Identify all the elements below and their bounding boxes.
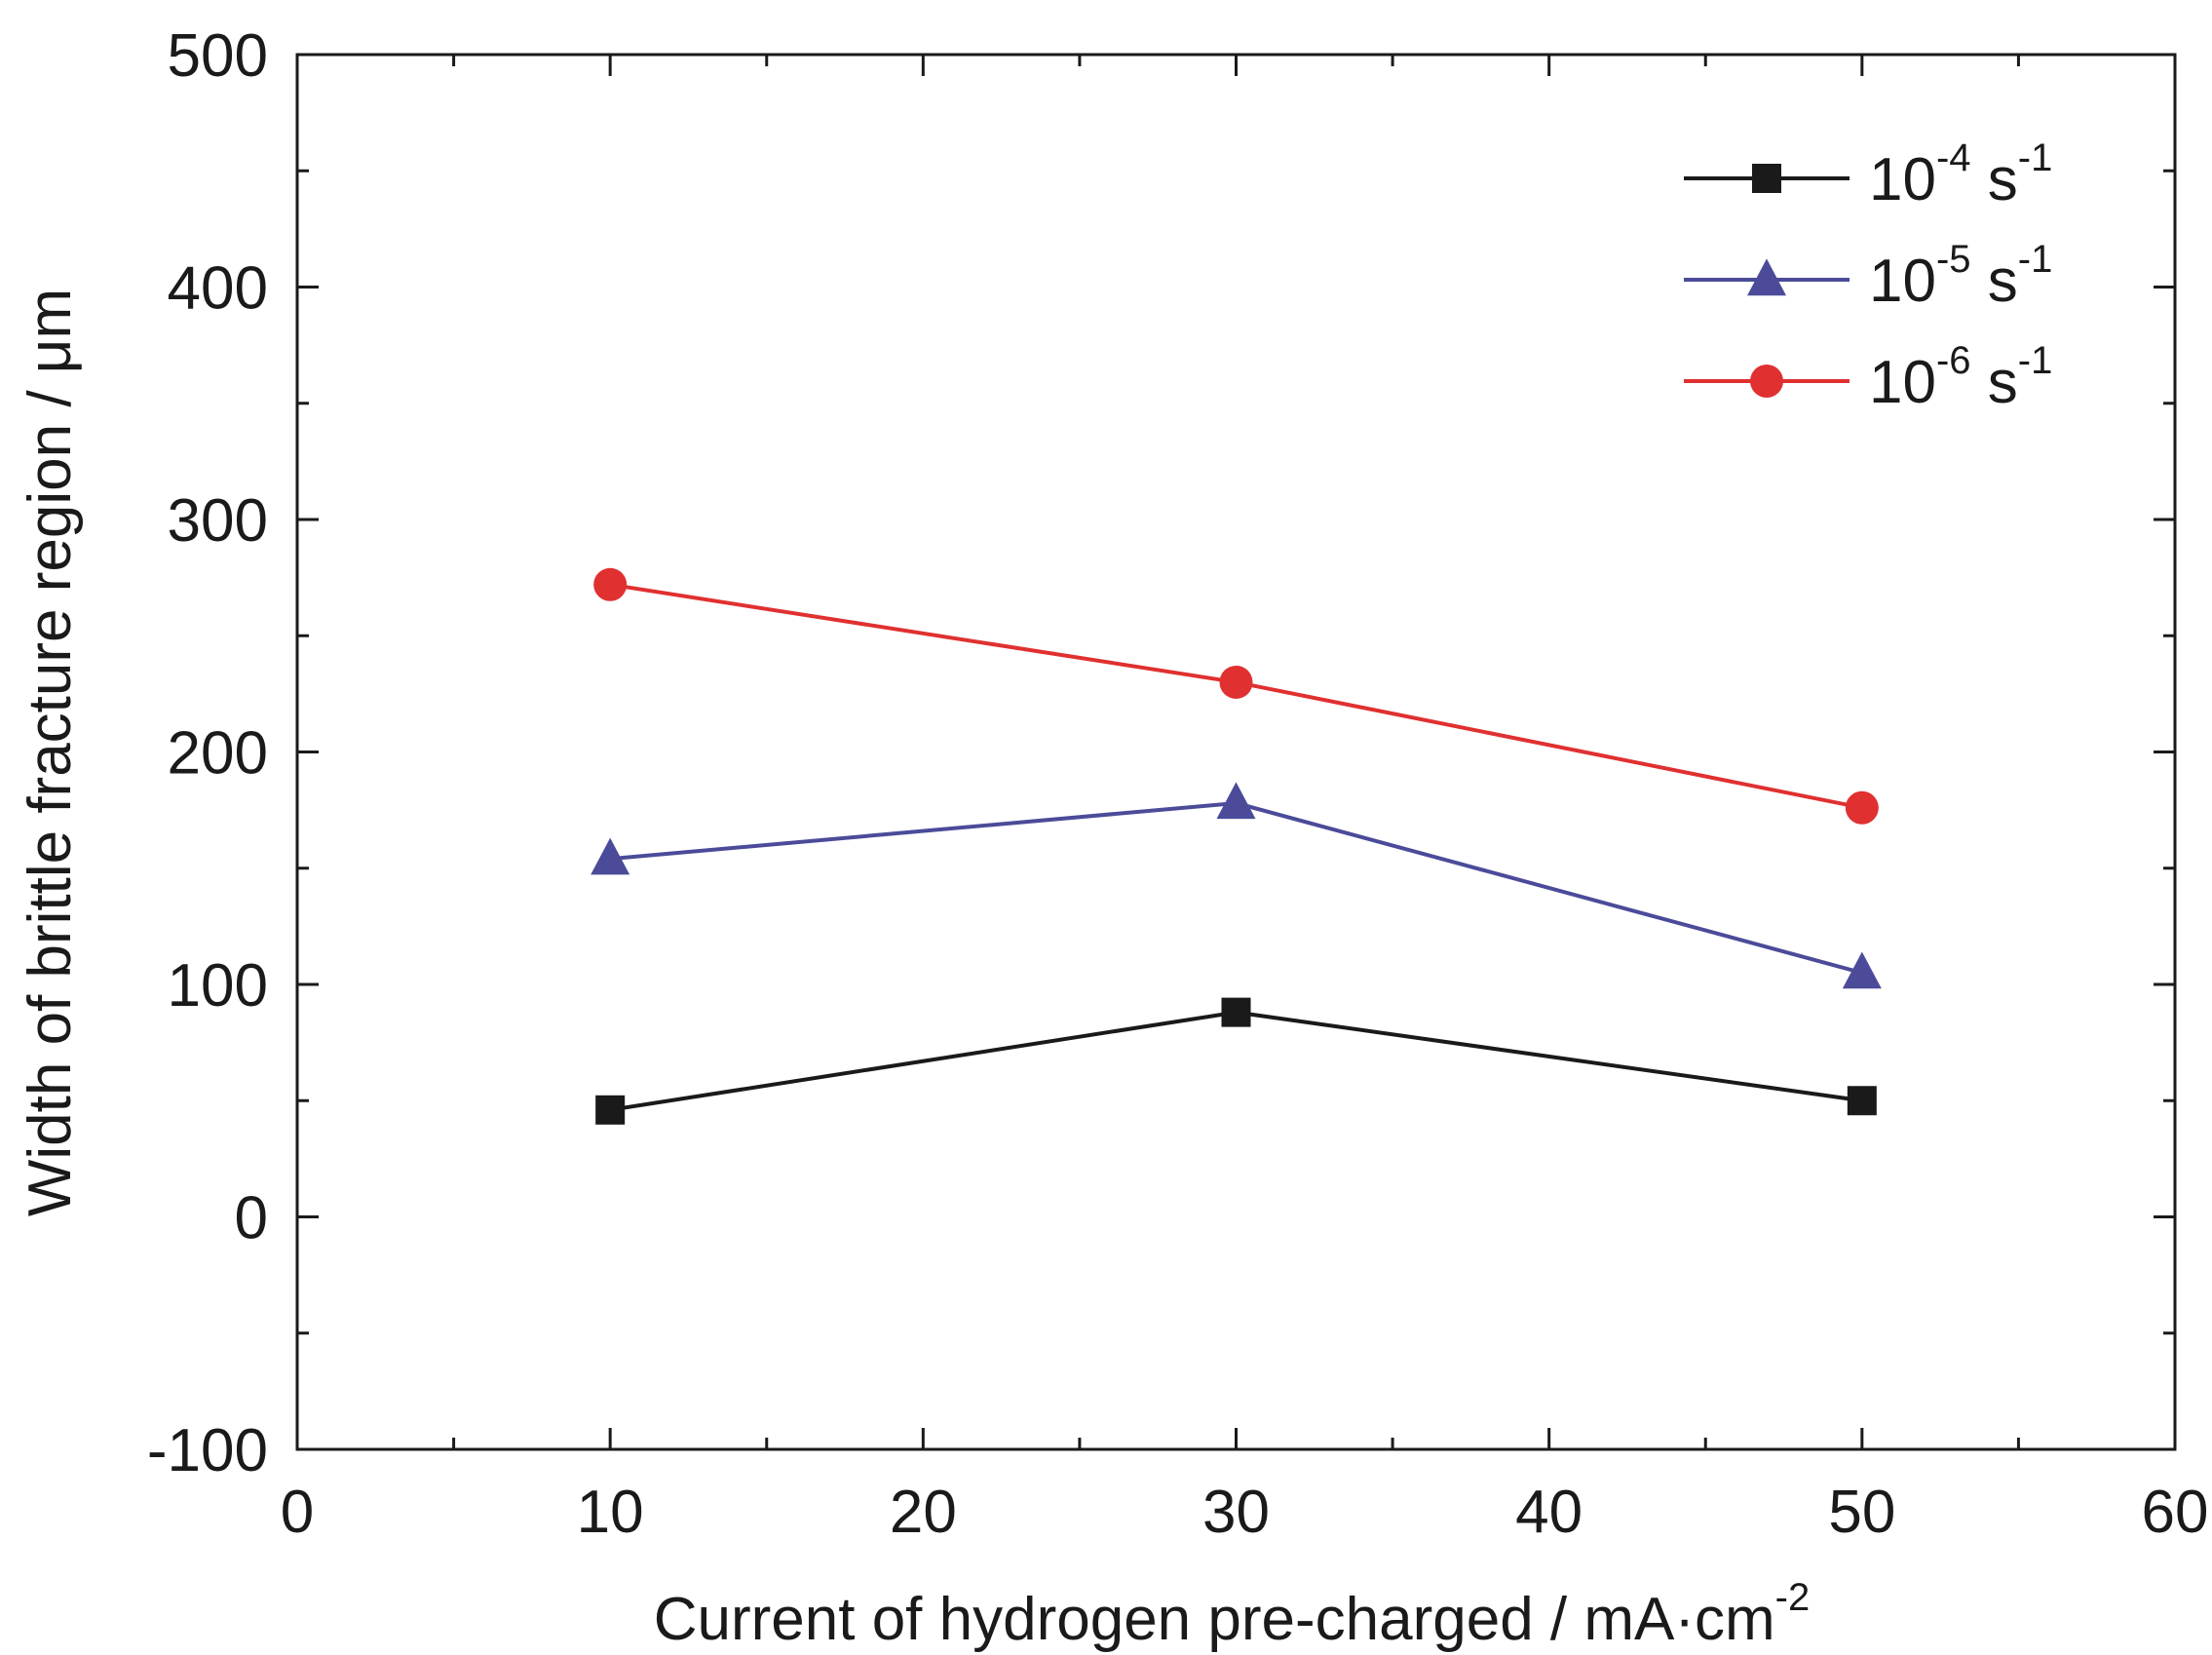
y-tick-label: 400 [168,255,268,323]
x-tick-label: 50 [1828,1479,1895,1546]
y-tick-labels: -100 0 100 200 300 400 500 [147,22,268,1484]
x-tick-label: 60 [2142,1479,2209,1546]
legend-item: 10-6 s-1 [1684,339,2052,416]
legend-marker [1750,365,1783,398]
data-point [591,837,630,875]
data-series [591,567,1882,1125]
y-tick-label: 500 [168,22,268,90]
y-tick-label: -100 [147,1417,268,1484]
series-3 [593,567,1879,825]
x-axis-label-superscript: -2 [1775,1576,1811,1619]
x-tick-label: 40 [1515,1479,1583,1546]
series-2 [591,782,1882,989]
data-point [595,1095,626,1125]
legend-marker [1747,258,1786,296]
x-tick-label: 20 [890,1479,957,1546]
series-1 [595,997,1877,1125]
data-point [1845,790,1879,825]
y-tick-label: 200 [168,720,268,788]
y-tick-label: 100 [168,952,268,1020]
data-point [1219,665,1253,699]
x-axis-label: Current of hydrogen pre-charged / mA·cm-… [654,1576,1811,1653]
legend-label: 10-4 s-1 [1869,136,2052,213]
series-line [609,800,1863,976]
legend: 10-4 s-1 10-5 s-1 10-6 s-1 [1684,136,2052,416]
y-axis-label: Width of brittle fracture region / μm [17,289,84,1216]
data-point [1221,997,1251,1027]
y-tick-label: 0 [235,1185,268,1252]
plot-frame [295,53,2177,1451]
x-tick-labels: 0 10 20 30 40 50 60 [281,1479,2209,1546]
x-tick-label: 0 [281,1479,314,1546]
x-tick-label: 10 [577,1479,644,1546]
y-tick-label: 300 [168,487,268,555]
legend-item: 10-5 s-1 [1684,238,2052,315]
series-line [609,1010,1863,1112]
data-point [1842,951,1882,989]
data-point [593,567,628,601]
x-axis-label-text: Current of hydrogen pre-charged / mA·cm [654,1586,1775,1653]
legend-label: 10-6 s-1 [1869,339,2052,416]
data-point [1847,1086,1877,1116]
legend-label: 10-5 s-1 [1869,238,2052,315]
legend-marker [1752,164,1781,193]
data-point [1216,782,1256,820]
legend-item: 10-4 s-1 [1684,136,2052,213]
x-tick-label: 30 [1202,1479,1270,1546]
